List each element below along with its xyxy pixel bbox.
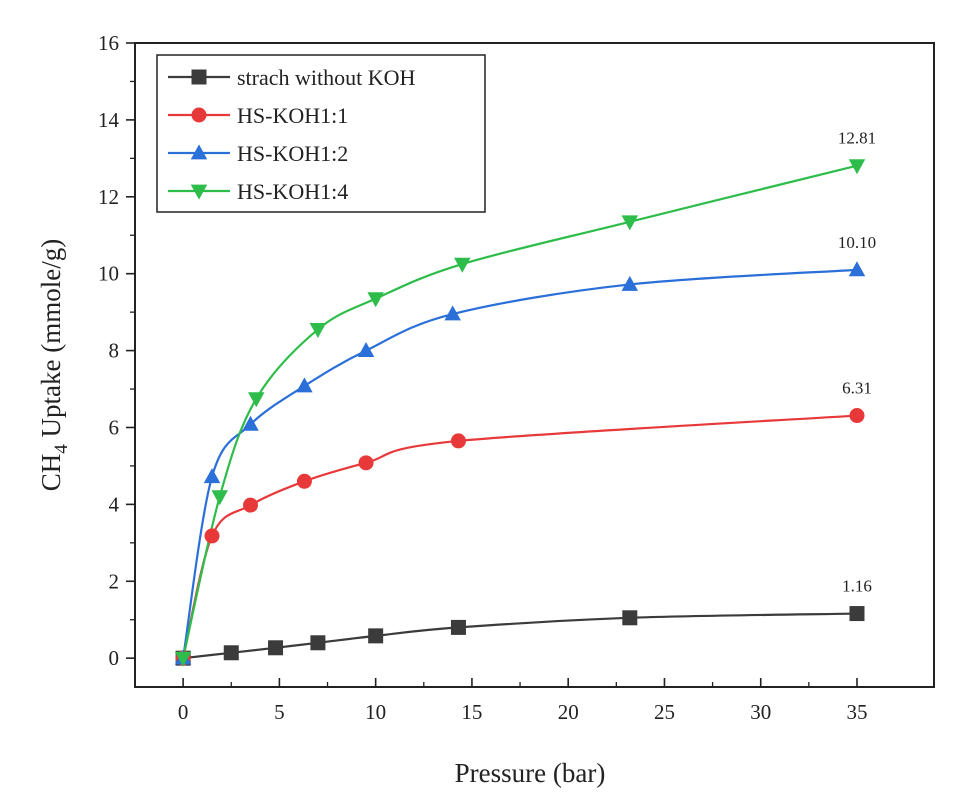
legend-marker-hs-koh1-2 — [190, 144, 208, 160]
y-tick-label-5: 10 — [98, 262, 119, 286]
marker-hs-koh1-4-0 — [174, 651, 192, 667]
x-tick-label-1: 5 — [274, 700, 285, 724]
x-tick-label-2: 10 — [365, 700, 386, 724]
data-label-hs-koh1-4: 12.81 — [838, 129, 876, 148]
x-tick-label-7: 35 — [846, 700, 867, 724]
marker-strach-without-koh-4 — [368, 628, 384, 644]
legend-box — [156, 54, 486, 213]
data-label-hs-koh1-2: 10.10 — [838, 233, 876, 252]
legend-label-hs-koh1-4: HS-KOH1:4 — [237, 179, 348, 204]
y-tick-label-4: 8 — [109, 339, 120, 363]
data-labels: 1.16 6.31 10.10 12.81 — [838, 129, 876, 596]
marker-hs-koh1-1-6 — [849, 408, 865, 424]
y-tick-label-2: 4 — [109, 492, 120, 516]
marker-hs-koh1-2-2 — [242, 415, 259, 431]
x-tick-label-6: 30 — [750, 700, 771, 724]
y-tick-label-7: 14 — [98, 108, 120, 132]
series-line-strach-without-koh — [183, 612, 858, 660]
y-axis-title-main: CH — [36, 454, 66, 492]
marker-hs-koh1-2-7 — [848, 261, 866, 277]
y-tick-label-3: 6 — [109, 415, 120, 439]
marker-hs-koh1-2-6 — [621, 275, 639, 291]
series-lines — [182, 164, 858, 660]
marker-hs-koh1-2-3 — [296, 377, 313, 393]
series-line-hs-koh1-2 — [182, 268, 858, 659]
y-tick-label-0: 0 — [109, 646, 120, 670]
legend-marker-strach-without-koh — [191, 69, 207, 85]
marker-hs-koh1-1-1 — [204, 528, 220, 544]
x-tick-label-0: 0 — [178, 700, 189, 724]
x-tick-label-5: 25 — [654, 700, 675, 724]
marker-hs-koh1-2-4 — [357, 341, 375, 357]
marker-hs-koh1-1-3 — [296, 473, 312, 489]
y-axis-title-subscript: 4 — [51, 444, 72, 454]
marker-hs-koh1-4-6 — [621, 215, 639, 231]
legend-label-hs-koh1-2: HS-KOH1:2 — [237, 141, 348, 166]
x-axis-title: Pressure (bar) — [455, 758, 606, 788]
x-tick-label-4: 20 — [558, 700, 579, 724]
y-axis-title-rest: Uptake (mmole/g) — [36, 239, 66, 444]
marker-hs-koh1-4-7 — [848, 159, 866, 175]
marker-strach-without-koh-5 — [450, 619, 466, 635]
marker-hs-koh1-4-5 — [454, 257, 471, 273]
series-line-hs-koh1-1 — [182, 414, 858, 659]
x-tick-label-3: 15 — [461, 700, 482, 724]
plot-frame — [134, 42, 935, 688]
marker-strach-without-koh-7 — [849, 606, 865, 622]
legend-marker-hs-koh1-4 — [190, 184, 208, 200]
y-tick-label-8: 16 — [98, 31, 119, 55]
y-axis-title: CH4 Uptake (mmole/g) — [36, 239, 72, 491]
marker-hs-koh1-2-1 — [203, 468, 221, 484]
y-tick-label-1: 2 — [109, 569, 120, 593]
marker-hs-koh1-2-5 — [444, 305, 461, 321]
marker-strach-without-koh-6 — [622, 610, 638, 626]
marker-hs-koh1-4-3 — [309, 323, 327, 339]
legend-marker-hs-koh1-1 — [191, 107, 207, 123]
axis-ticks: 0 5 10 15 20 25 30 35 0 2 4 6 8 10 12 14 16 — [98, 31, 867, 724]
marker-hs-koh1-4-1 — [211, 490, 228, 506]
marker-hs-koh1-1-2 — [243, 497, 259, 513]
marker-hs-koh1-1-4 — [358, 455, 374, 471]
marker-strach-without-koh-1 — [223, 645, 239, 661]
data-label-strach-without-koh: 1.16 — [842, 577, 872, 596]
legend-label-hs-koh1-1: HS-KOH1:1 — [237, 103, 348, 128]
legend-label-strach-without-koh: strach without KOH — [237, 65, 416, 90]
data-label-hs-koh1-1: 6.31 — [842, 379, 872, 398]
series-line-hs-koh1-4 — [182, 164, 858, 659]
marker-strach-without-koh-3 — [310, 635, 326, 651]
marker-strach-without-koh-2 — [268, 640, 284, 656]
marker-hs-koh1-4-2 — [248, 392, 265, 408]
marker-hs-koh1-4-4 — [367, 292, 384, 308]
marker-hs-koh1-1-5 — [450, 433, 466, 449]
legend: strach without KOH HS-KOH1:1 HS-KOH1:2 HS-K… — [156, 54, 486, 213]
y-tick-label-6: 12 — [98, 185, 119, 209]
series-markers — [174, 159, 866, 667]
